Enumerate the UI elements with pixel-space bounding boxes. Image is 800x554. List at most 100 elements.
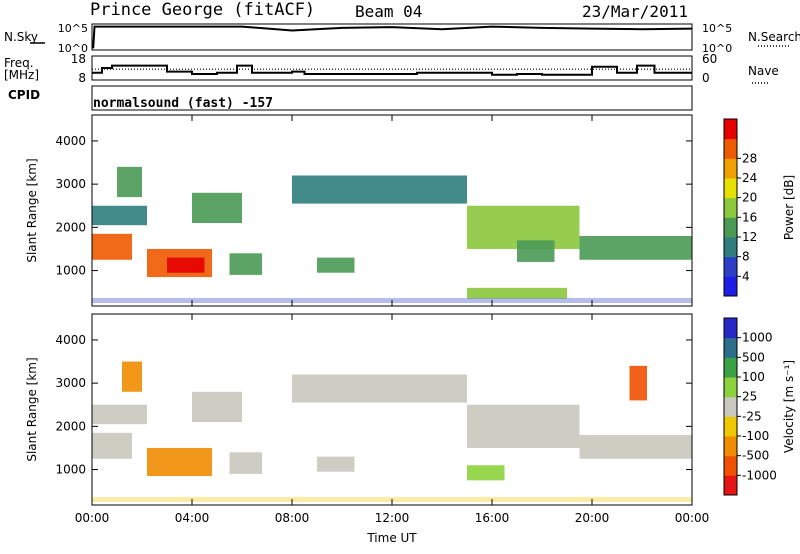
cpid-label: CPID bbox=[8, 88, 41, 102]
time-xtick-label: 16:00 bbox=[475, 511, 510, 525]
velocity-colorbar-cell bbox=[724, 318, 737, 339]
power-colorbar-title: Power [dB] bbox=[782, 175, 796, 240]
velocity-ytick-label: 4000 bbox=[55, 333, 86, 347]
power-ytick-label: 3000 bbox=[55, 177, 86, 191]
nsky-label: N.Sky bbox=[4, 30, 39, 44]
date-title: 23/Mar/2011 bbox=[582, 2, 688, 21]
nave-ytick-bottom: 0 bbox=[702, 71, 710, 85]
velocity-colorbar-label: 1000 bbox=[742, 331, 773, 345]
velocity-echo-band bbox=[229, 452, 262, 474]
power-echo-band bbox=[92, 233, 132, 260]
power-colorbar-cell bbox=[724, 217, 737, 238]
nsky-ytick-bottom: 10^0 bbox=[58, 42, 88, 55]
freq-label: Freq. bbox=[4, 56, 34, 70]
power-echo-band bbox=[92, 205, 147, 226]
velocity-colorbar-cell bbox=[724, 455, 737, 476]
time-xtick-label: 12:00 bbox=[375, 511, 410, 525]
nave-ytick-top: 60 bbox=[702, 52, 717, 66]
time-xtick-label: 00:00 bbox=[75, 511, 110, 525]
freq-ytick-bottom: 8 bbox=[78, 71, 86, 85]
velocity-echo-band bbox=[467, 404, 580, 448]
velocity-colorbar-label: -100 bbox=[742, 429, 769, 443]
time-xtick-label: 04:00 bbox=[175, 511, 210, 525]
power-colorbar-label: 20 bbox=[742, 191, 757, 205]
velocity-ylabel: Slant Range [km] bbox=[25, 357, 39, 461]
power-colorbar-label: 8 bbox=[742, 250, 750, 264]
velocity-colorbar-label: -1000 bbox=[742, 468, 777, 482]
power-colorbar-cell bbox=[724, 119, 737, 140]
freq-unit-label: [MHz] bbox=[4, 68, 40, 82]
velocity-colorbar-cell bbox=[724, 475, 737, 496]
freq-ytick-top: 18 bbox=[71, 52, 86, 66]
velocity-colorbar-label: 25 bbox=[742, 390, 757, 404]
power-colorbar-label: 4 bbox=[742, 269, 750, 283]
nsky-series-line bbox=[92, 25, 693, 49]
velocity-echo-band bbox=[92, 404, 147, 425]
mode-label: normalsound (fast) -157 bbox=[93, 96, 274, 111]
power-ylabel: Slant Range [km] bbox=[25, 158, 39, 262]
power-colorbar-label: 12 bbox=[742, 230, 757, 244]
velocity-ytick-label: 2000 bbox=[55, 419, 86, 433]
velocity-echo-band bbox=[579, 434, 692, 459]
power-echo-band bbox=[167, 257, 205, 273]
velocity-echo-band bbox=[147, 447, 212, 477]
power-colorbar-label: 24 bbox=[742, 171, 757, 185]
power-echo-band bbox=[467, 287, 567, 299]
velocity-ytick-label: 1000 bbox=[55, 463, 86, 477]
time-xtick-label: 08:00 bbox=[275, 511, 310, 525]
power-colorbar-cell bbox=[724, 158, 737, 179]
nsearch-label: N.Search bbox=[748, 30, 800, 44]
power-echo-band bbox=[229, 253, 262, 275]
power-echo-band bbox=[317, 257, 355, 273]
time-xlabel: Time UT bbox=[366, 531, 417, 545]
freq-panel-frame bbox=[91, 55, 693, 81]
velocity-colorbar-cell bbox=[724, 436, 737, 457]
power-colorbar-label: 16 bbox=[742, 210, 757, 224]
station-title: Prince George (fitACF) bbox=[90, 0, 316, 20]
power-echo-band bbox=[292, 175, 467, 204]
velocity-echo-band bbox=[317, 456, 355, 472]
velocity-colorbar-label: -500 bbox=[742, 449, 769, 463]
nsearch-ytick-top: 10^5 bbox=[702, 22, 732, 35]
velocity-echo-band bbox=[629, 365, 647, 401]
velocity-colorbar-label: 100 bbox=[742, 370, 765, 384]
power-colorbar-label: 28 bbox=[742, 151, 757, 165]
power-colorbar-cell bbox=[724, 237, 737, 258]
cpid-panel-frame bbox=[91, 85, 693, 111]
velocity-colorbar-cell bbox=[724, 396, 737, 417]
nsky-panel-frame bbox=[91, 23, 693, 51]
nsky-ytick-top: 10^5 bbox=[58, 22, 88, 35]
power-echo-band bbox=[192, 192, 242, 224]
time-xtick-label: 20:00 bbox=[575, 511, 610, 525]
velocity-echo-band bbox=[192, 391, 242, 423]
velocity-colorbar-label: -25 bbox=[742, 409, 762, 423]
velocity-colorbar-cell bbox=[724, 357, 737, 378]
power-echo-band bbox=[117, 166, 142, 198]
velocity-colorbar-frame bbox=[723, 317, 738, 496]
velocity-ytick-label: 3000 bbox=[55, 376, 86, 390]
velocity-echo-band bbox=[122, 361, 142, 392]
velocity-echo-band bbox=[292, 374, 467, 403]
power-colorbar-cell bbox=[724, 256, 737, 277]
power-echoes bbox=[92, 166, 692, 299]
velocity-panel-frame bbox=[91, 313, 693, 506]
time-xtick-label: 00:00 bbox=[675, 511, 710, 525]
power-colorbar-cell bbox=[724, 138, 737, 159]
power-colorbar-cell bbox=[724, 276, 737, 297]
velocity-echo-band bbox=[92, 432, 132, 459]
power-ytick-label: 4000 bbox=[55, 134, 86, 148]
power-echo-band bbox=[517, 240, 555, 262]
nsearch-ytick-bottom: 10^0 bbox=[702, 42, 732, 55]
velocity-echo-band bbox=[467, 465, 505, 481]
nave-label: Nave bbox=[748, 64, 779, 78]
power-colorbar-cell bbox=[724, 178, 737, 199]
power-panel-frame bbox=[91, 114, 693, 307]
velocity-colorbar-cell bbox=[724, 377, 737, 398]
velocity-echoes bbox=[92, 361, 692, 481]
power-ytick-label: 2000 bbox=[55, 220, 86, 234]
velocity-colorbar-label: 500 bbox=[742, 350, 765, 364]
power-ytick-label: 1000 bbox=[55, 264, 86, 278]
velocity-colorbar-cell bbox=[724, 337, 737, 358]
power-colorbar-frame bbox=[723, 118, 738, 297]
